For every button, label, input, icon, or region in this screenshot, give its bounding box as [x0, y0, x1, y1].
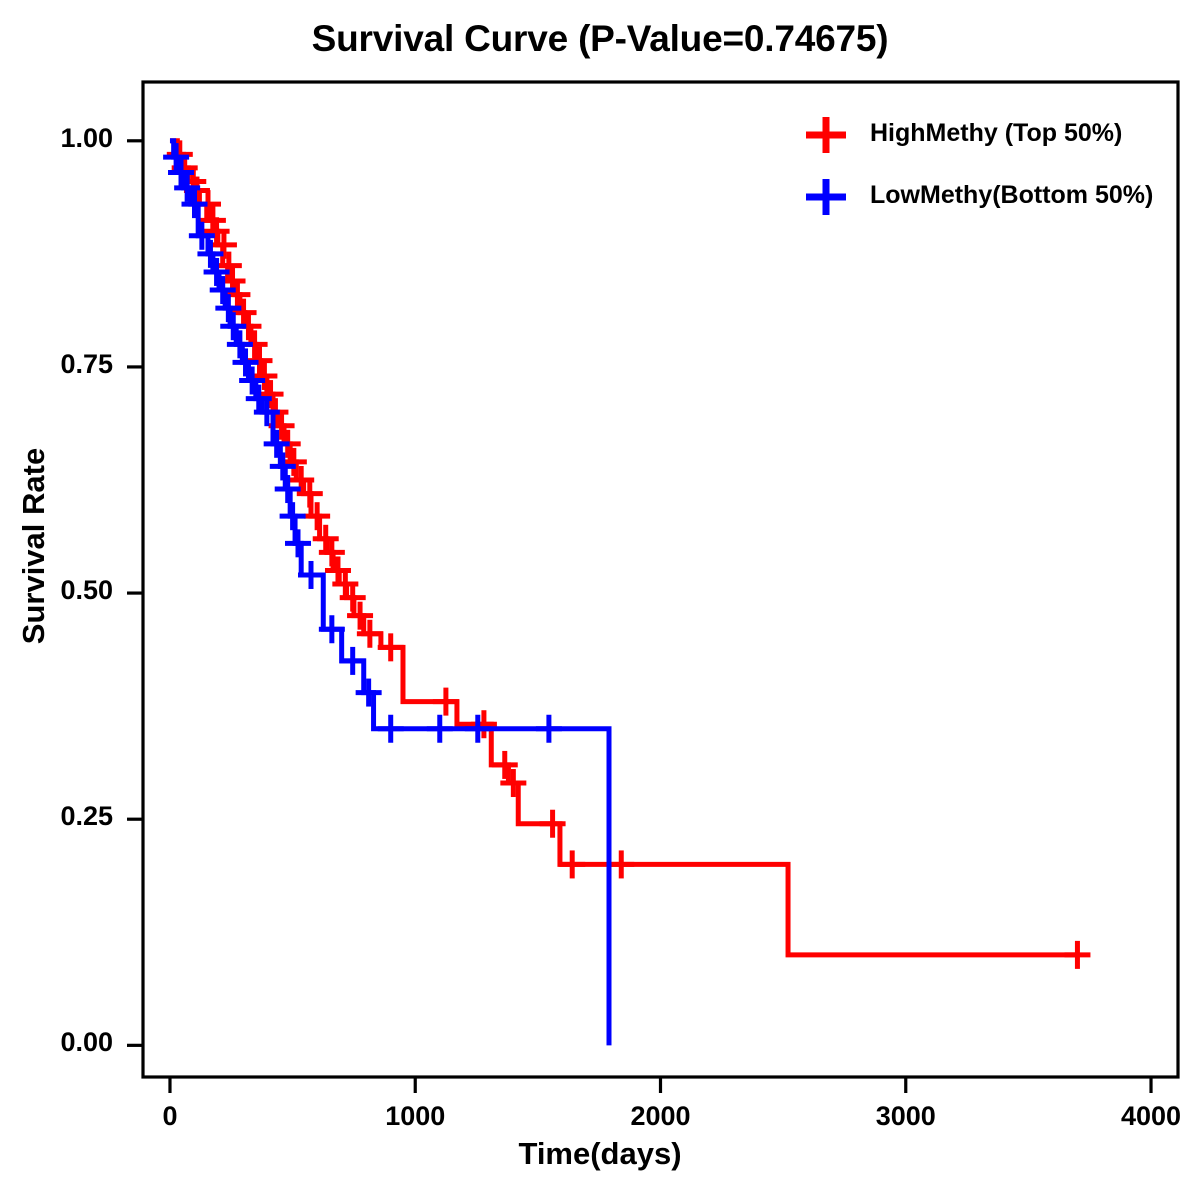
censor-mark: [232, 348, 259, 377]
survival-step-line-0: [169, 138, 1078, 958]
censor-mark: [377, 714, 404, 743]
censor-mark: [269, 452, 296, 481]
censor-mark: [1064, 940, 1091, 969]
axis-ticks: [127, 139, 1153, 1093]
legend-marker: [806, 117, 846, 153]
censor-mark: [210, 230, 237, 259]
censor-mark: [500, 769, 527, 798]
plot-border: [141, 80, 1180, 1079]
x-tick-label: 3000: [875, 1101, 936, 1131]
censor-mark: [181, 190, 208, 219]
censor-mark: [168, 158, 195, 187]
legend-item-label: LowMethy(Bottom 50%): [870, 181, 1154, 209]
censor-mark: [539, 809, 566, 838]
censor-mark: [312, 524, 339, 553]
censor-mark: [263, 429, 290, 458]
censor-mark: [491, 750, 518, 779]
censor-mark: [355, 678, 382, 707]
censor-mark: [251, 361, 278, 390]
censor-mark: [203, 257, 230, 286]
censor-mark: [220, 312, 247, 341]
censor-mark: [274, 475, 301, 504]
censor-mark: [197, 239, 224, 268]
censor-mark: [559, 850, 586, 879]
censor-mark: [347, 601, 374, 630]
censor-mark: [304, 502, 331, 531]
series-layer: [163, 138, 1091, 1046]
survival-step-line-1: [169, 138, 612, 1046]
censor-mark: [432, 687, 459, 716]
legend-markers: [806, 117, 846, 215]
censor-mark: [215, 251, 242, 280]
censor-mark: [356, 619, 383, 648]
censor-mark: [279, 502, 306, 531]
censor-mark: [257, 380, 284, 409]
censor-mark: [285, 529, 312, 558]
y-tick-label: 0.00: [60, 1027, 113, 1058]
censor-mark: [253, 398, 280, 427]
censor-mark: [215, 294, 242, 323]
x-axis-label: Time(days): [518, 1136, 682, 1171]
y-tick-label: 0.75: [60, 348, 113, 379]
legend-item-label: HighMethy (Top 50%): [870, 119, 1123, 147]
censor-mark: [535, 714, 562, 743]
x-tick-label: 0: [162, 1101, 178, 1131]
y-tick-label: 0.50: [60, 575, 113, 606]
censor-mark: [226, 330, 253, 359]
censor-mark: [339, 583, 366, 612]
censor-mark: [464, 714, 491, 743]
censor-mark: [339, 646, 366, 675]
censor-mark: [608, 850, 635, 879]
x-tick-label: 2000: [630, 1101, 691, 1131]
censor-mark: [296, 479, 323, 508]
y-tick-label: 1.00: [60, 122, 113, 153]
censor-mark: [209, 276, 236, 305]
page-title: Survival Curve (P-Value=0.74675): [311, 18, 889, 59]
censor-mark: [318, 538, 345, 567]
censor-mark: [377, 633, 404, 662]
censor-mark: [188, 221, 215, 250]
censor-mark: [470, 710, 497, 739]
plot-frame: [141, 80, 1180, 1079]
legend-marker: [806, 179, 846, 215]
censor-mark: [318, 615, 345, 644]
censor-mark: [298, 560, 325, 589]
x-tick-label: 4000: [1120, 1101, 1182, 1131]
censor-mark: [174, 173, 201, 202]
censor-mark: [426, 714, 453, 743]
y-tick-label: 0.25: [60, 801, 113, 832]
censor-mark: [163, 143, 190, 172]
censor-mark: [239, 366, 266, 395]
x-tick-label: 1000: [385, 1101, 446, 1131]
